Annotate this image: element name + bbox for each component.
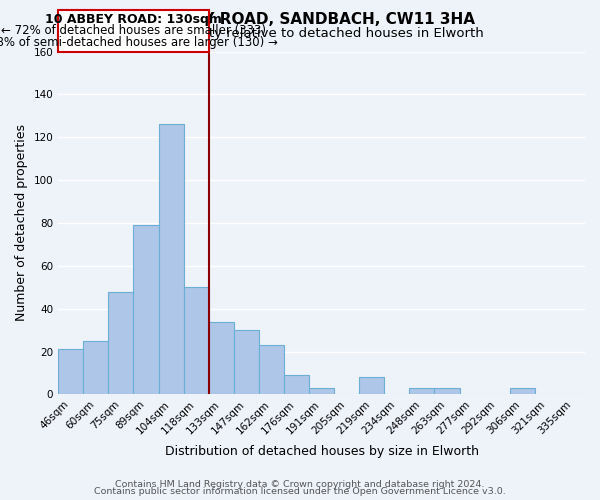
Text: Contains public sector information licensed under the Open Government Licence v3: Contains public sector information licen… [94,488,506,496]
Bar [359,378,385,394]
Text: 10, ABBEY ROAD, SANDBACH, CW11 3HA: 10, ABBEY ROAD, SANDBACH, CW11 3HA [125,12,475,28]
Text: Contains HM Land Registry data © Crown copyright and database right 2024.: Contains HM Land Registry data © Crown c… [115,480,485,489]
Bar [109,292,133,395]
Bar [133,225,158,394]
Bar [83,341,109,394]
Bar [434,388,460,394]
Text: Size of property relative to detached houses in Elworth: Size of property relative to detached ho… [116,26,484,40]
Text: 28% of semi-detached houses are larger (130) →: 28% of semi-detached houses are larger (… [0,36,278,49]
Bar [234,330,259,394]
Text: 10 ABBEY ROAD: 130sqm: 10 ABBEY ROAD: 130sqm [45,12,222,26]
Bar [284,375,309,394]
X-axis label: Distribution of detached houses by size in Elworth: Distribution of detached houses by size … [164,444,479,458]
Bar [58,350,83,395]
Bar [184,288,209,395]
Bar [309,388,334,394]
Y-axis label: Number of detached properties: Number of detached properties [15,124,28,322]
Text: ← 72% of detached houses are smaller (333): ← 72% of detached houses are smaller (33… [1,24,266,38]
Bar [209,322,234,394]
Bar [510,388,535,394]
Bar [158,124,184,394]
Bar [259,345,284,395]
Bar [409,388,434,394]
